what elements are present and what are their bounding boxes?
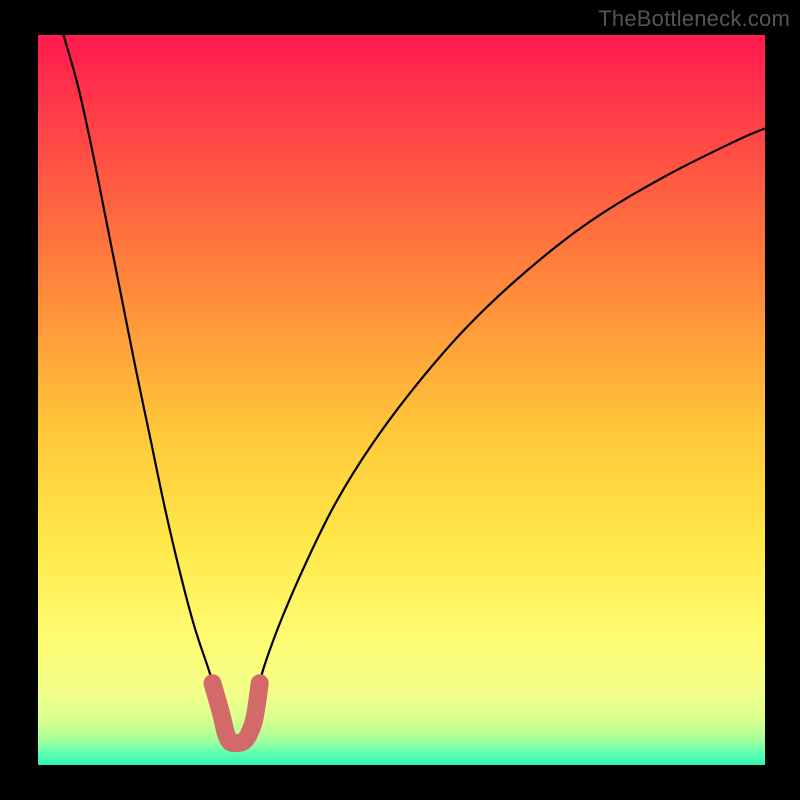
watermark-text: TheBottleneck.com (598, 6, 790, 32)
chart-outer: TheBottleneck.com (0, 0, 800, 800)
gradient-background (38, 35, 765, 765)
plot-area (38, 35, 765, 765)
